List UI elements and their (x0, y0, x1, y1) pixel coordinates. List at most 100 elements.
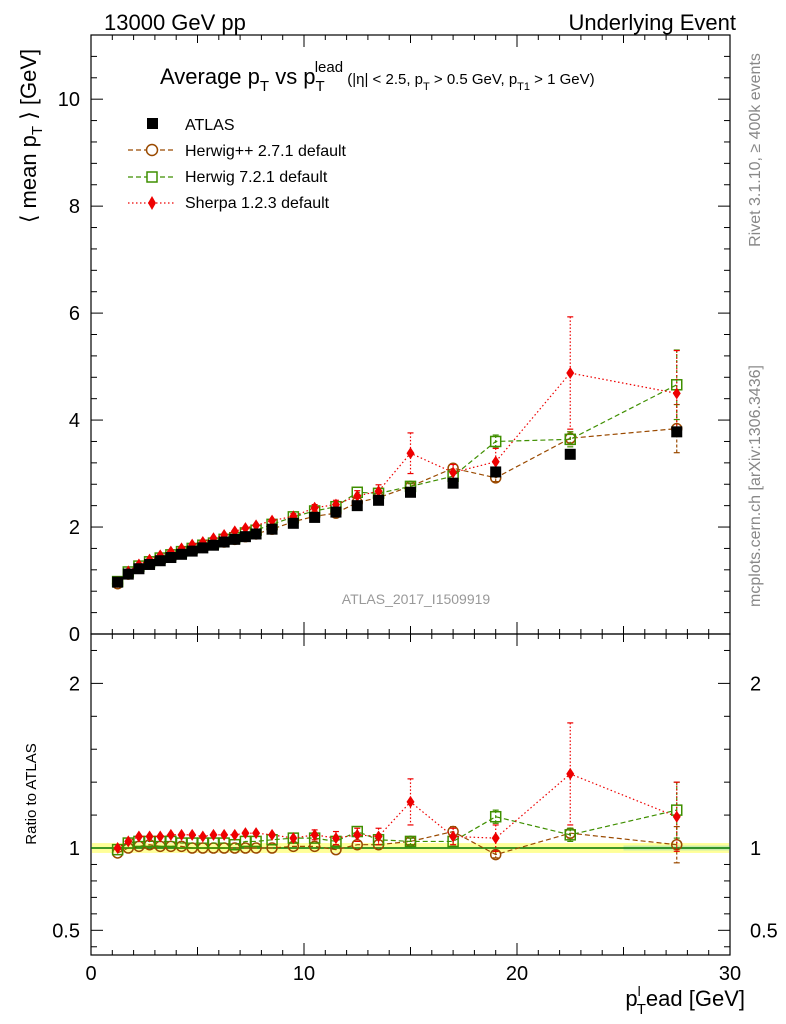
ratio-point-herwig7 (489, 810, 502, 823)
analysis-watermark: ATLAS_2017_I1509919 (342, 591, 491, 607)
main-ytick-label: 4 (69, 410, 80, 432)
legend: ATLAS Herwig++ 2.7.1 default Herwig 7.2.… (128, 117, 347, 212)
header-right: Underlying Event (568, 10, 736, 35)
main-ytick-label: 6 (69, 303, 80, 325)
main-point-atlas (133, 563, 145, 575)
main-ytick-label: 0 (69, 624, 80, 646)
main-point-atlas (351, 500, 363, 512)
ratio-point-sherpa (268, 828, 277, 841)
main-point-sherpa (449, 466, 458, 479)
ratio-point-sherpa (188, 828, 197, 841)
ratio-point-sherpa (449, 830, 458, 843)
main-point-sherpa (241, 522, 250, 535)
ratio-ytick-label-right: 1 (750, 838, 761, 860)
main-point-atlas (309, 511, 321, 523)
main-point-atlas (287, 517, 299, 529)
main-ylabel: ⟨ mean pT ⟩ [GeV] (16, 49, 46, 223)
legend-marker-herwigpp (145, 143, 159, 157)
ratio-point-sherpa (209, 828, 218, 841)
ratio-point-sherpa (491, 832, 500, 845)
xtick-label: 10 (293, 963, 315, 985)
main-point-atlas (186, 545, 198, 557)
main-point-sherpa (310, 501, 319, 514)
legend-label-atlas: ATLAS (185, 117, 235, 134)
ratio-point-sherpa (177, 828, 186, 841)
main-point-atlas (154, 555, 166, 567)
main-point-sherpa (406, 447, 415, 460)
legend-label-herwig7: Herwig 7.2.1 default (185, 169, 328, 186)
ratio-ylabel: Ratio to ATLAS (23, 743, 40, 844)
plot-title: Average pT vs pTlead (|η| < 2.5, pT > 0.… (160, 59, 595, 95)
header-left: 13000 GeV pp (104, 10, 246, 35)
ratio-ytick-label: 1 (69, 838, 80, 860)
ratio-point-sherpa (113, 842, 122, 854)
ratio-plot-frame (90, 633, 731, 956)
main-series-herwigpp (111, 403, 683, 590)
ratio-point-sherpa (220, 828, 229, 841)
main-point-atlas (671, 426, 683, 438)
main-ytick-label: 2 (69, 517, 80, 539)
legend-label-herwigpp: Herwig++ 2.7.1 default (185, 143, 347, 160)
mcplots-label: mcplots.cern.ch [arXiv:1306.3436] (747, 365, 764, 607)
main-point-atlas (405, 486, 416, 498)
main-point-sherpa (566, 367, 575, 380)
ratio-point-sherpa (289, 832, 298, 845)
main-point-atlas (250, 528, 262, 540)
ratio-point-sherpa (353, 828, 362, 841)
ratio-point-sherpa (331, 832, 340, 845)
ratio-point-sherpa (252, 827, 261, 840)
main-point-herwig7 (489, 435, 502, 448)
ratio-point-herwig7 (404, 835, 417, 848)
main-point-atlas (197, 542, 209, 554)
ratio-point-sherpa (124, 835, 133, 848)
ratio-point-sherpa (241, 827, 250, 840)
main-point-sherpa (252, 519, 261, 532)
main-point-atlas (373, 494, 385, 506)
main-point-sherpa (491, 455, 500, 468)
ratio-ytick-label: 0.5 (52, 920, 80, 942)
xtick-label: 20 (506, 963, 528, 985)
main-point-atlas (176, 548, 188, 560)
main-point-sherpa (672, 387, 681, 400)
ratio-point-sherpa (566, 767, 575, 780)
ratio-point-sherpa (198, 830, 207, 843)
ratio-point-sherpa (166, 828, 175, 841)
ratio-point-herwigpp (308, 840, 321, 853)
ratio-point-sherpa (406, 795, 415, 808)
ratio-point-sherpa (145, 830, 154, 843)
ratio-point-herwigpp (266, 842, 278, 854)
main-point-atlas (229, 533, 241, 545)
ratio-ytick-label-right: 0.5 (750, 920, 778, 942)
xlabel: pl Tead [GeV] (625, 983, 745, 1018)
ratio-point-sherpa (134, 830, 143, 843)
main-ytick-label: 10 (58, 89, 80, 111)
legend-marker-sherpa (148, 196, 156, 210)
xtick-label: 30 (719, 963, 741, 985)
legend-marker-atlas (147, 118, 158, 129)
ratio-series-sherpa (113, 722, 681, 854)
main-point-atlas (165, 552, 177, 564)
main-point-atlas (122, 568, 134, 580)
main-point-atlas (218, 536, 230, 548)
ratio-point-herwig7 (564, 829, 576, 841)
main-point-sherpa (374, 485, 383, 498)
ratio-point-sherpa (156, 830, 165, 843)
ratio-ytick-label: 2 (69, 673, 80, 695)
main-line-herwigpp (117, 428, 677, 585)
xtick-label: 0 (85, 963, 96, 985)
ratio-ytick-label-right: 2 (750, 673, 761, 695)
legend-marker-herwig7 (146, 171, 158, 183)
main-point-atlas (564, 448, 576, 460)
main-ytick-label: 8 (69, 196, 80, 218)
main-point-atlas (239, 531, 251, 543)
ratio-point-sherpa (230, 828, 239, 841)
main-point-atlas (447, 477, 459, 489)
main-point-atlas (330, 506, 342, 518)
main-point-atlas (490, 466, 502, 478)
main-point-sherpa (353, 490, 362, 503)
main-point-atlas (144, 558, 156, 570)
ratio-point-sherpa (310, 828, 319, 841)
main-point-sherpa (268, 514, 277, 527)
legend-label-sherpa: Sherpa 1.2.3 default (185, 195, 330, 212)
